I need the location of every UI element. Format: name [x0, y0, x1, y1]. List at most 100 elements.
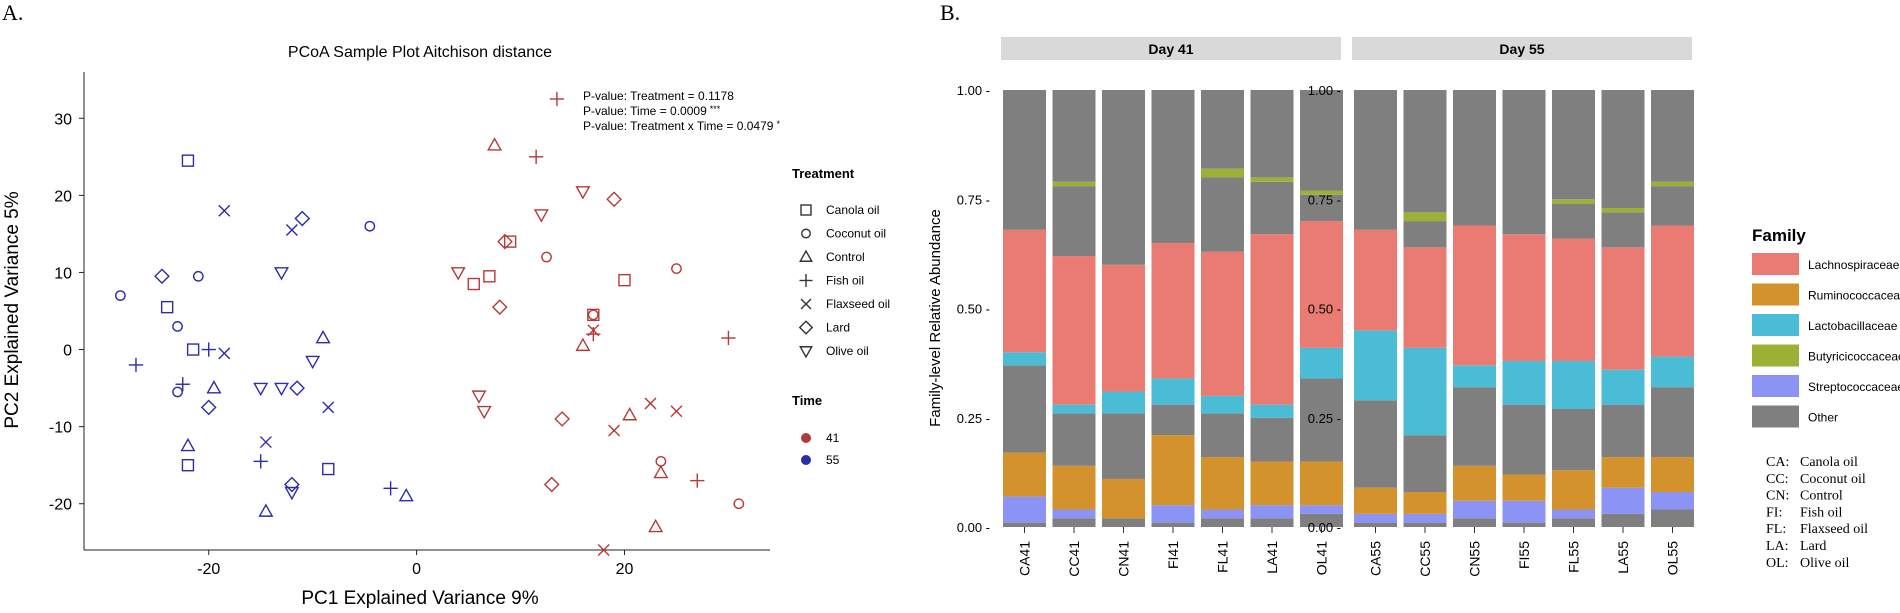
pcoa-point-circle-day41 [541, 251, 552, 263]
family-legend-swatch-ruminococcaceae [1752, 283, 1799, 306]
pcoa-point-triangle-up-day41 [575, 337, 591, 352]
pcoa-x-tick-label: -20 [197, 561, 220, 578]
bar-segment-other [1052, 413, 1096, 466]
facet-day-41: Day 41 1.00 - 0.75 - 0.50 - 0.25 - 0.00 - CA41… [957, 37, 1343, 577]
bar-segment-other [1003, 365, 1046, 453]
abundance-y-tick-label: 0.25 - [1308, 411, 1341, 426]
pcoa-point-square-day55 [181, 154, 195, 167]
bar-segment-other [1403, 522, 1447, 527]
pcoa-point-triangle-down-day55 [273, 267, 290, 281]
bar-segment-lactobacillaceae [1502, 360, 1546, 405]
legend-marker-diamond [798, 320, 814, 335]
pcoa-y-tick-label: 30 [54, 111, 72, 128]
bar-segment-other [1052, 90, 1096, 182]
pcoa-point-triangle-down-day55 [253, 382, 269, 397]
bar-segment-streptococcaceae [1354, 513, 1397, 523]
bar-segment-lachnospiraceae [1453, 225, 1496, 366]
family-legend-title: Family [1752, 226, 1806, 245]
abundance-y-axis-title: Family-level Relative Abundance [927, 209, 944, 427]
bar-cn41: CN41 [1102, 90, 1145, 577]
bar-label: CA41 [1017, 541, 1033, 576]
bar-ca41: CA41 [1003, 90, 1046, 576]
panel-a-label: A. [2, 0, 23, 25]
bar-segment-streptococcaceae [1151, 505, 1195, 523]
facet-day-55: Day 55 1.00 - 0.75 - 0.50 - 0.25 - 0.00 - CA55… [1308, 37, 1694, 577]
pcoa-point-plus-day41 [690, 473, 705, 488]
bar-segment-ruminococcaceae [1651, 457, 1694, 493]
pcoa-point-triangle-up-day55 [398, 488, 414, 502]
pcoa-point-triangle-up-day55 [206, 380, 222, 394]
pcoa-point-cross-day41 [587, 324, 600, 337]
pcoa-point-circle-day55 [172, 386, 183, 398]
legend-marker-triangle-down [799, 346, 813, 359]
bar-label: CC41 [1066, 541, 1082, 577]
pcoa-point-cross-day41 [608, 424, 621, 437]
pcoa-point-plus-day55 [175, 377, 190, 392]
bar-label: FI41 [1165, 541, 1181, 569]
bar-segment-other [1300, 513, 1343, 527]
bar-segment-other [1651, 90, 1694, 182]
bar-cc55: CC55 [1403, 90, 1447, 577]
bar-segment-lachnospiraceae [1601, 247, 1645, 370]
bar-segment-butyricicoccaceae [1300, 190, 1343, 195]
legend-marker-plus [799, 274, 813, 287]
bar-segment-other [1300, 194, 1343, 222]
bar-segment-lachnospiraceae [1250, 234, 1294, 405]
time-legend-label: 55 [826, 453, 840, 467]
pcoa-point-cross-day41 [644, 397, 657, 410]
bar-segment-lachnospiraceae [1300, 221, 1343, 348]
bar-segment-lachnospiraceae [1502, 234, 1546, 361]
abundance-y-tick-label: 0.75 - [1308, 192, 1341, 207]
pcoa-point-cross-day55 [259, 436, 272, 449]
abbreviation-code: LA: [1766, 539, 1789, 554]
pcoa-x-ticks: -20 0 20 [197, 550, 633, 578]
bar-segment-lachnospiraceae [1003, 229, 1046, 353]
bar-segment-ruminococcaceae [1201, 457, 1244, 510]
pcoa-point-diamond-day55 [154, 268, 170, 285]
bar-segment-other [1151, 522, 1195, 527]
bar-segment-other [1601, 212, 1645, 248]
bar-segment-lachnospiraceae [1201, 251, 1244, 396]
bar-segment-lactobacillaceae [1003, 352, 1046, 366]
bar-fl55: FL55 [1552, 90, 1595, 573]
bar-label: FL55 [1566, 541, 1582, 573]
pcoa-point-diamond-day41 [606, 191, 622, 208]
bar-segment-lactobacillaceae [1052, 404, 1096, 414]
pvalue-annotation: P-value: Treatment = 0.1178 [583, 89, 734, 103]
bar-segment-other [1601, 513, 1645, 527]
bar-label: FI55 [1516, 541, 1532, 569]
family-legend-label: Lachnospiraceae [1808, 258, 1900, 272]
bar-segment-lachnospiraceae [1552, 238, 1595, 361]
bar-segment-streptococcaceae [1601, 487, 1645, 514]
bar-segment-other [1102, 90, 1145, 265]
treatment-legend-label: Canola oil [826, 203, 879, 217]
bar-segment-lachnospiraceae [1651, 225, 1694, 357]
facet-strip-label: Day 55 [1499, 41, 1544, 57]
abbreviation-code: CA: [1766, 455, 1789, 470]
bar-la41: LA41 [1250, 90, 1294, 574]
bar-segment-lactobacillaceae [1102, 391, 1145, 414]
pcoa-point-triangle-down-day41 [471, 390, 487, 404]
abbreviation-code: FI: [1766, 505, 1782, 520]
bar-segment-lachnospiraceae [1102, 264, 1145, 392]
abbreviation-name: Coconut oil [1800, 472, 1866, 487]
bar-segment-other [1102, 413, 1145, 479]
family-legend-entries: Lachnospiraceae Ruminococcaceae Lactobacil… [1752, 253, 1900, 428]
time-legend-entries: 41 55 [801, 431, 840, 467]
bar-segment-streptococcaceae [1552, 509, 1595, 519]
bar-segment-streptococcaceae [1300, 505, 1343, 514]
pcoa-x-axis-title: PC1 Explained Variance 9% [301, 588, 538, 609]
bar-ol41: OL41 [1300, 90, 1343, 575]
pcoa-point-cross-day55 [218, 347, 231, 360]
bar-segment-lactobacillaceae [1300, 347, 1343, 379]
bar-segment-other [1651, 186, 1694, 226]
pcoa-point-square-day41 [467, 277, 480, 291]
bar-segment-butyricicoccaceae [1250, 177, 1294, 182]
bar-segment-other [1250, 417, 1294, 462]
bar-segment-lachnospiraceae [1354, 229, 1397, 331]
time-legend-title: Time [792, 393, 822, 408]
family-legend-label: Other [1808, 411, 1838, 425]
pcoa-point-plus-day55 [383, 481, 398, 496]
